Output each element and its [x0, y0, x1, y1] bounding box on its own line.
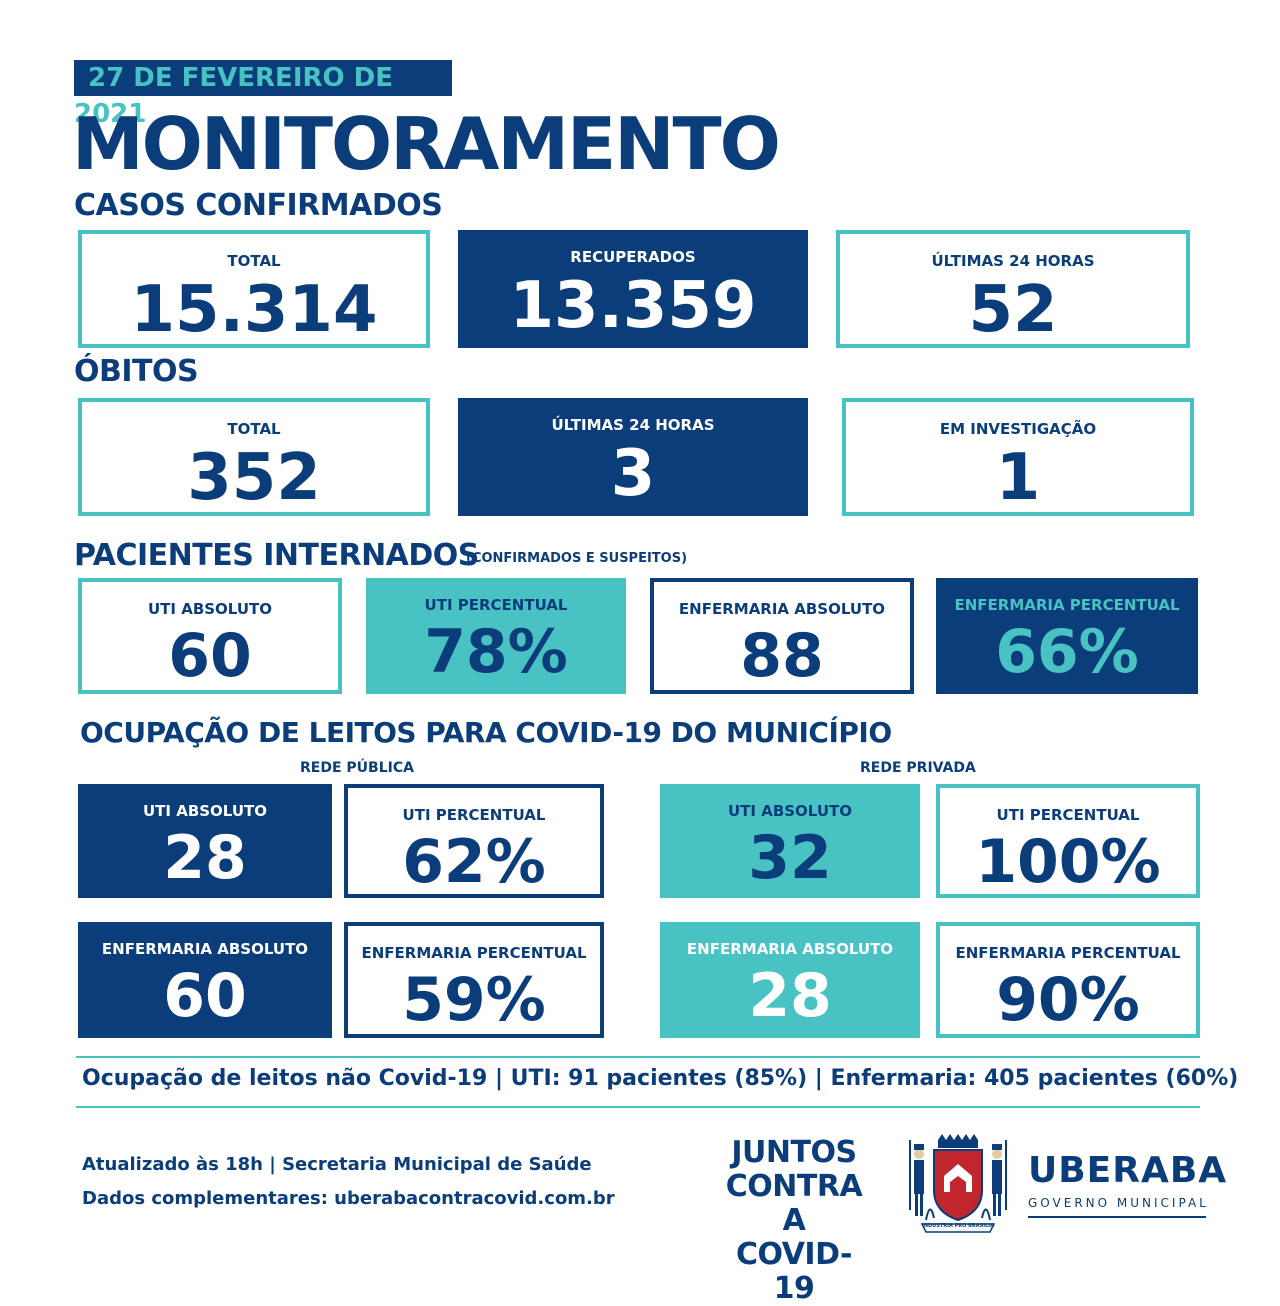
slogan-line: CONTRA A — [725, 1169, 863, 1238]
card-publica-uti-abs: UTI ABSOLUTO 28 — [78, 784, 332, 898]
rede-publica-label: REDE PÚBLICA — [300, 760, 414, 776]
juntos-slogan: JUNTOS CONTRA A COVID-19 — [720, 1136, 868, 1306]
card-label: UTI PERCENTUAL — [424, 596, 568, 614]
card-label: ENFERMARIA PERCENTUAL — [955, 944, 1181, 962]
section-obitos-heading: ÓBITOS — [74, 354, 199, 389]
rede-privada-label: REDE PRIVADA — [860, 760, 976, 776]
card-privada-uti-abs: UTI ABSOLUTO 32 — [660, 784, 920, 898]
slogan-line: JUNTOS — [731, 1135, 857, 1170]
section-internados-heading: PACIENTES INTERNADOS — [74, 538, 479, 573]
card-label: UTI ABSOLUTO — [143, 802, 267, 820]
card-label: TOTAL — [227, 252, 281, 270]
card-value: 28 — [163, 823, 247, 893]
card-label: TOTAL — [227, 420, 281, 438]
date-banner: 27 DE FEVEREIRO DE 2021 — [74, 60, 452, 129]
card-value: 1 — [995, 441, 1041, 515]
card-label: RECUPERADOS — [570, 248, 696, 266]
card-value: 28 — [748, 961, 832, 1031]
section-internados-note: (CONFIRMADOS E SUSPEITOS) — [466, 551, 688, 566]
card-privada-enf-abs: ENFERMARIA ABSOLUTO 28 — [660, 922, 920, 1038]
gov-subtitle: GOVERNO MUNICIPAL — [1028, 1196, 1209, 1210]
card-obitos-investigacao: EM INVESTIGAÇÃO 1 — [842, 398, 1194, 516]
card-value: 32 — [748, 823, 832, 893]
page-title: MONITORAMENTO — [72, 102, 781, 186]
card-label: ENFERMARIA ABSOLUTO — [678, 600, 886, 618]
card-internados-enf-pct: ENFERMARIA PERCENTUAL 66% — [936, 578, 1198, 694]
card-publica-enf-pct: ENFERMARIA PERCENTUAL 59% — [344, 922, 604, 1038]
card-value: 90% — [996, 965, 1140, 1035]
card-label: UTI ABSOLUTO — [728, 802, 852, 820]
card-value: 352 — [187, 441, 321, 515]
card-value: 3 — [610, 437, 656, 511]
section-ocupacao-heading: OCUPAÇÃO DE LEITOS PARA COVID-19 DO MUNI… — [80, 716, 892, 749]
crest-motto: INDUSTRIA PRO BRASILIA — [921, 1223, 994, 1229]
card-label: ENFERMARIA ABSOLUTO — [101, 940, 309, 958]
divider-bottom — [76, 1106, 1200, 1108]
card-internados-uti-abs: UTI ABSOLUTO 60 — [78, 578, 342, 694]
card-value: 59% — [402, 965, 546, 1035]
card-label: UTI ABSOLUTO — [148, 600, 272, 618]
section-casos-heading: CASOS CONFIRMADOS — [74, 188, 443, 223]
card-label: ENFERMARIA PERCENTUAL — [954, 596, 1180, 614]
card-value: 66% — [995, 617, 1139, 687]
card-value: 15.314 — [130, 273, 378, 347]
card-value: 60 — [168, 621, 252, 691]
card-obitos-ultimas24: ÚLTIMAS 24 HORAS 3 — [458, 398, 808, 516]
card-label: UTI PERCENTUAL — [402, 806, 546, 824]
card-label: EM INVESTIGAÇÃO — [939, 420, 1097, 438]
nao-covid-info: Ocupação de leitos não Covid-19 | UTI: 9… — [82, 1066, 1239, 1091]
slogan-line: COVID-19 — [735, 1237, 853, 1306]
card-publica-uti-pct: UTI PERCENTUAL 62% — [344, 784, 604, 898]
card-casos-ultimas24: ÚLTIMAS 24 HORAS 52 — [836, 230, 1190, 348]
city-crest-icon — [909, 1134, 1007, 1233]
card-value: 78% — [424, 617, 568, 687]
footer-updated: Atualizado às 18h | Secretaria Municipal… — [82, 1154, 592, 1175]
footer-dados: Dados complementares: uberabacontracovid… — [82, 1188, 615, 1209]
card-value: 100% — [975, 827, 1161, 897]
card-casos-recuperados: RECUPERADOS 13.359 — [458, 230, 808, 348]
card-value: 60 — [163, 961, 247, 1031]
card-label: ENFERMARIA PERCENTUAL — [361, 944, 587, 962]
card-label: ÚLTIMAS 24 HORAS — [931, 252, 1095, 270]
card-value: 88 — [740, 621, 824, 691]
card-internados-enf-abs: ENFERMARIA ABSOLUTO 88 — [650, 578, 914, 694]
card-internados-uti-pct: UTI PERCENTUAL 78% — [366, 578, 626, 694]
gov-underline — [1028, 1216, 1206, 1218]
card-label: UTI PERCENTUAL — [996, 806, 1140, 824]
card-value: 52 — [968, 273, 1058, 347]
soldier-left-icon — [909, 1140, 924, 1216]
card-casos-total: TOTAL 15.314 — [78, 230, 430, 348]
soldier-right-icon — [992, 1140, 1007, 1216]
city-name: UBERABA — [1028, 1150, 1228, 1191]
card-privada-enf-pct: ENFERMARIA PERCENTUAL 90% — [936, 922, 1200, 1038]
card-publica-enf-abs: ENFERMARIA ABSOLUTO 60 — [78, 922, 332, 1038]
card-obitos-total: TOTAL 352 — [78, 398, 430, 516]
card-privada-uti-pct: UTI PERCENTUAL 100% — [936, 784, 1200, 898]
divider-top — [76, 1056, 1200, 1058]
card-value: 62% — [402, 827, 546, 897]
card-value: 13.359 — [509, 269, 757, 343]
card-label: ENFERMARIA ABSOLUTO — [686, 940, 894, 958]
card-label: ÚLTIMAS 24 HORAS — [551, 416, 715, 434]
